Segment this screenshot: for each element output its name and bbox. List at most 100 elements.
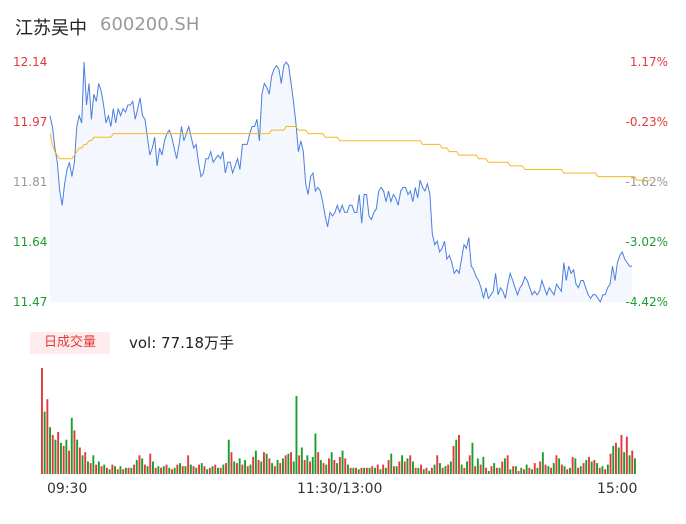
volume-bar bbox=[176, 464, 179, 474]
volume-bar bbox=[344, 458, 347, 474]
volume-bar bbox=[582, 463, 585, 474]
volume-bar bbox=[412, 461, 414, 474]
volume-bar bbox=[479, 464, 482, 474]
volume-bar bbox=[257, 460, 260, 474]
volume-bar bbox=[317, 452, 320, 474]
volume-bar bbox=[368, 467, 371, 474]
volume-bar bbox=[222, 464, 225, 474]
volume-bar bbox=[203, 466, 206, 474]
volume-bar bbox=[590, 461, 593, 474]
price-label-2: 11.81 bbox=[13, 175, 48, 189]
volume-bar bbox=[579, 466, 582, 474]
volume-bar bbox=[393, 466, 395, 474]
volume-bar bbox=[114, 466, 116, 474]
volume-bar bbox=[428, 470, 431, 474]
volume-bar bbox=[476, 458, 479, 474]
price-label-3: 11.64 bbox=[13, 235, 48, 249]
volume-bar bbox=[303, 460, 306, 474]
volume-bar bbox=[119, 466, 122, 474]
volume-bar bbox=[168, 467, 171, 474]
volume-bar bbox=[555, 455, 558, 474]
volume-bar bbox=[271, 463, 274, 474]
volume-bar bbox=[192, 466, 195, 474]
volume-bar bbox=[306, 455, 309, 474]
volume-bar bbox=[612, 445, 615, 474]
volume-bar bbox=[487, 470, 490, 474]
volume-bar bbox=[374, 467, 376, 474]
volume-bar bbox=[436, 455, 439, 474]
volume-bar bbox=[65, 439, 68, 474]
volume-bar bbox=[173, 467, 176, 474]
volume-bar bbox=[460, 464, 463, 474]
volume-bar bbox=[200, 463, 203, 474]
volume-bar bbox=[455, 439, 458, 474]
volume-bar bbox=[309, 461, 311, 474]
volume-bar bbox=[70, 417, 73, 474]
volume-bar bbox=[566, 469, 569, 474]
volume-bar bbox=[444, 466, 447, 474]
volume-bar bbox=[211, 466, 214, 474]
volume-bar bbox=[260, 461, 263, 474]
volume-bar bbox=[625, 436, 628, 474]
volume-bar bbox=[138, 455, 141, 474]
volume-bar bbox=[152, 461, 154, 474]
volume-bar bbox=[160, 467, 162, 474]
volume-bar bbox=[560, 464, 563, 474]
volume-bar bbox=[273, 466, 276, 474]
volume-bar bbox=[357, 469, 360, 474]
volume-bar bbox=[620, 435, 623, 474]
volume-bar bbox=[333, 460, 336, 474]
volume-bar bbox=[409, 455, 412, 474]
volume-bar bbox=[43, 411, 46, 474]
volume-bar bbox=[97, 461, 100, 474]
volume-bar bbox=[634, 458, 636, 474]
volume-bar bbox=[569, 467, 571, 474]
volume-bar bbox=[217, 467, 219, 474]
volume-bar bbox=[328, 458, 330, 474]
volume-bar bbox=[195, 467, 198, 474]
volume-bar bbox=[219, 467, 222, 474]
average-line bbox=[49, 126, 652, 181]
volume-bar bbox=[552, 463, 555, 474]
volume-bar bbox=[577, 467, 579, 474]
volume-bar bbox=[401, 455, 403, 474]
volume-bar bbox=[181, 466, 184, 474]
volume-bar bbox=[287, 453, 290, 474]
volume-bar bbox=[49, 427, 51, 474]
volume-bar bbox=[598, 467, 601, 474]
price-label-0: 12.14 bbox=[13, 55, 48, 69]
volume-bar bbox=[439, 463, 441, 474]
volume-bar bbox=[468, 455, 471, 474]
volume-bar bbox=[384, 467, 387, 474]
volume-bar bbox=[106, 467, 108, 474]
volume-bar bbox=[241, 464, 244, 474]
volume-bar bbox=[103, 464, 106, 474]
volume-bar bbox=[336, 463, 338, 474]
volume-bar bbox=[254, 450, 257, 474]
volume-bar bbox=[482, 456, 485, 474]
volume-bar bbox=[509, 469, 512, 474]
volume-bar bbox=[376, 464, 379, 474]
volume-bar bbox=[238, 458, 241, 474]
volume-bar bbox=[282, 458, 284, 474]
volume-bar bbox=[154, 467, 157, 474]
volume-bar bbox=[485, 467, 487, 474]
volume-bar bbox=[322, 463, 325, 474]
volume-bar bbox=[490, 466, 493, 474]
volume-bar bbox=[60, 442, 62, 474]
volume-bar bbox=[206, 469, 209, 474]
volume-bar bbox=[141, 458, 144, 474]
volume-bar bbox=[300, 447, 303, 474]
volume-bar bbox=[531, 469, 533, 474]
volume-bar bbox=[523, 469, 525, 474]
volume-bar bbox=[279, 463, 282, 474]
volume-bar bbox=[420, 464, 422, 474]
volume-bar bbox=[265, 453, 268, 474]
price-line bbox=[49, 61, 632, 304]
volume-bar bbox=[371, 466, 374, 474]
volume-bar bbox=[504, 458, 506, 474]
volume-bar bbox=[290, 452, 292, 474]
volume-bar bbox=[87, 461, 89, 474]
volume-bar bbox=[100, 466, 103, 474]
volume-bar bbox=[390, 453, 393, 474]
